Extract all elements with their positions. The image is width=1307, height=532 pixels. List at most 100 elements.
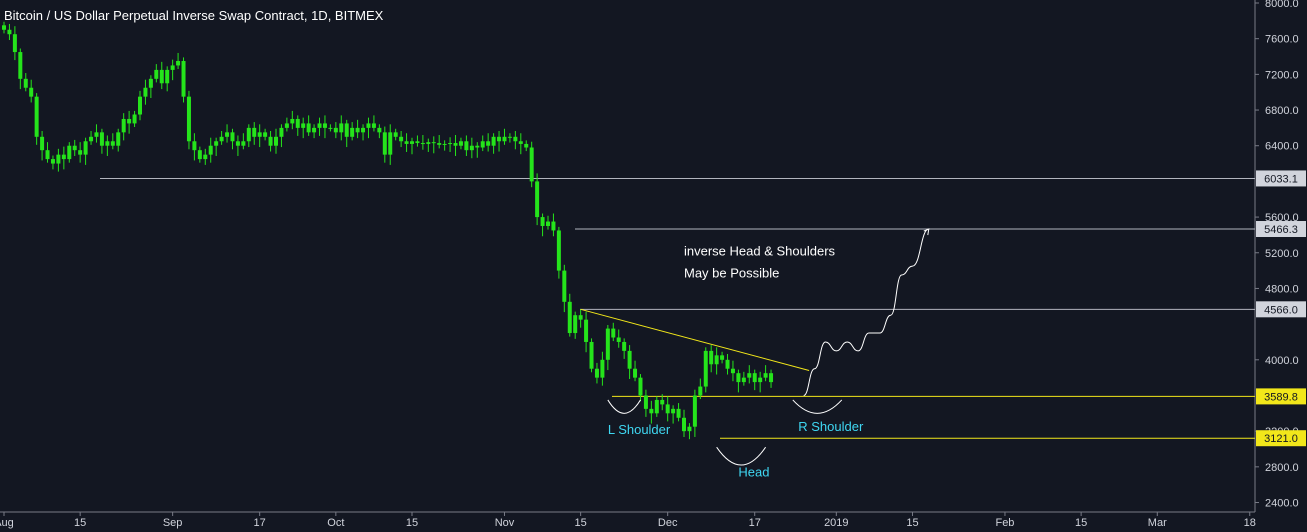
candle-body bbox=[361, 127, 366, 133]
candle-body bbox=[18, 52, 23, 79]
candle-body bbox=[105, 141, 110, 146]
candle-body bbox=[758, 377, 763, 383]
candle-body bbox=[763, 373, 768, 378]
candle-body bbox=[703, 350, 708, 387]
candle bbox=[127, 110, 132, 134]
price-level-tag-text: 6033.1 bbox=[1264, 173, 1298, 185]
candle-body bbox=[197, 150, 202, 160]
candle bbox=[306, 115, 311, 136]
candle-body bbox=[573, 315, 578, 334]
candle bbox=[437, 135, 442, 149]
candle-body bbox=[230, 132, 235, 142]
candle bbox=[377, 124, 382, 139]
candle bbox=[660, 394, 665, 411]
candle-body bbox=[692, 395, 697, 427]
candle bbox=[105, 135, 110, 156]
candle bbox=[121, 113, 126, 141]
candle-body bbox=[339, 123, 344, 133]
horizontal-levels[interactable]: 6033.1 5466.3 4566.0 3589.8 3121.0 bbox=[100, 170, 1306, 447]
candle-body bbox=[225, 132, 230, 137]
candle-body bbox=[94, 132, 99, 137]
time-tick-label: 15 bbox=[575, 517, 587, 529]
candle-body bbox=[469, 145, 474, 151]
candle bbox=[225, 124, 230, 143]
annotation-text: May be Possible bbox=[684, 266, 779, 281]
candle-body bbox=[442, 143, 447, 145]
candle bbox=[431, 136, 436, 154]
annotations: inverse Head & Shoulders May be Possible L… bbox=[608, 243, 864, 479]
candle-body bbox=[747, 373, 752, 378]
candle bbox=[263, 128, 268, 141]
candle-body bbox=[660, 399, 665, 405]
drawings[interactable] bbox=[580, 228, 930, 466]
candle-body bbox=[377, 127, 382, 133]
candle-body bbox=[497, 136, 502, 142]
candle bbox=[692, 389, 697, 437]
candles bbox=[2, 21, 774, 440]
candle-body bbox=[23, 78, 28, 88]
candle bbox=[584, 311, 589, 353]
candle-body bbox=[578, 315, 583, 320]
candle-body bbox=[736, 373, 741, 383]
candle bbox=[578, 309, 583, 328]
candle-body bbox=[159, 69, 164, 84]
candle bbox=[649, 400, 654, 424]
price-level-tag-text: 4566.0 bbox=[1264, 304, 1298, 316]
candle bbox=[736, 369, 741, 393]
candle bbox=[687, 423, 692, 440]
candle bbox=[67, 142, 72, 163]
candle-body bbox=[192, 141, 197, 151]
annotation-text: Head bbox=[738, 465, 769, 480]
candle bbox=[208, 137, 213, 163]
candle-body bbox=[50, 159, 55, 164]
candle bbox=[186, 90, 191, 150]
candle-body bbox=[491, 136, 496, 146]
candle-body bbox=[475, 145, 480, 148]
candle bbox=[486, 133, 491, 152]
candle bbox=[682, 409, 686, 437]
candle-body bbox=[99, 132, 104, 146]
candle bbox=[290, 110, 295, 130]
candle bbox=[246, 124, 251, 148]
candle bbox=[12, 26, 17, 61]
candle bbox=[453, 135, 458, 156]
candle-body bbox=[274, 136, 278, 146]
candle bbox=[638, 374, 643, 402]
candle-body bbox=[633, 368, 638, 378]
candle-body bbox=[241, 141, 246, 146]
candle bbox=[676, 403, 681, 422]
candle bbox=[475, 142, 480, 158]
candle-body bbox=[186, 96, 191, 142]
candle-body bbox=[2, 25, 6, 30]
price-tick-label: 5200.0 bbox=[1265, 248, 1299, 260]
candle bbox=[671, 405, 676, 424]
candle bbox=[730, 360, 735, 382]
candle-body bbox=[366, 123, 371, 128]
candle bbox=[600, 351, 605, 386]
candle bbox=[18, 48, 23, 90]
candle-body bbox=[431, 142, 436, 144]
candle bbox=[529, 141, 534, 188]
candle bbox=[388, 124, 393, 165]
candle-body bbox=[350, 127, 355, 137]
candle-body bbox=[480, 141, 485, 148]
candle bbox=[371, 115, 376, 132]
candle-body bbox=[513, 136, 518, 142]
candle-body bbox=[709, 350, 714, 365]
candle-body bbox=[458, 141, 463, 146]
candle bbox=[295, 115, 300, 136]
candle bbox=[29, 79, 34, 103]
candle bbox=[763, 365, 768, 382]
candle bbox=[567, 293, 572, 337]
candle-body bbox=[382, 132, 387, 155]
candle-body bbox=[181, 60, 186, 97]
candle bbox=[197, 146, 202, 163]
candle-body bbox=[502, 136, 507, 142]
candle-body bbox=[529, 147, 534, 182]
trendline bbox=[580, 308, 810, 371]
candle bbox=[458, 137, 463, 150]
candle bbox=[611, 322, 616, 342]
annotation-text: inverse Head & Shoulders bbox=[684, 243, 836, 258]
candle-body bbox=[312, 127, 317, 133]
candle bbox=[192, 133, 197, 161]
